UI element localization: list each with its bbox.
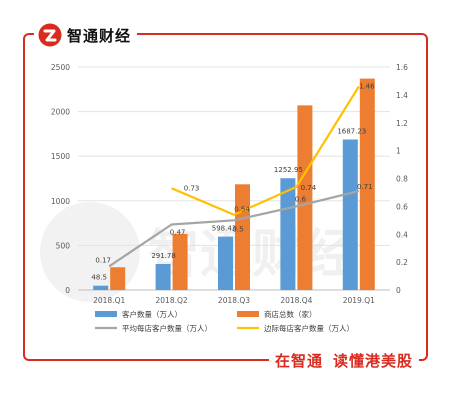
x-tick-label: 2018.Q2 bbox=[156, 296, 188, 305]
legend-label: 平均每店客户数量（万人） bbox=[122, 323, 212, 333]
marginal-line-label: 0.73 bbox=[184, 184, 200, 192]
outer-frame bbox=[23, 33, 428, 361]
bar-label: 598.43 bbox=[212, 225, 237, 233]
legend-label: 商店总数（家） bbox=[264, 309, 317, 319]
avg-line-label: 0.17 bbox=[95, 256, 111, 264]
line-marginal bbox=[171, 85, 360, 216]
zhitong-logo-icon bbox=[38, 23, 62, 47]
x-tick-label: 2018.Q1 bbox=[93, 296, 125, 305]
x-tick-label: 2019.Q1 bbox=[343, 296, 375, 305]
bar-label: 48.5 bbox=[91, 274, 107, 282]
y-right-tick-label: 0.2 bbox=[396, 258, 408, 267]
bar-stores bbox=[172, 233, 188, 290]
y-left-tick-label: 500 bbox=[56, 241, 71, 250]
bar-stores bbox=[235, 184, 250, 290]
avg-line-label: 0.71 bbox=[357, 183, 373, 191]
avg-line-label: 0.6 bbox=[295, 195, 307, 203]
brand-name: 智通财经 bbox=[67, 26, 132, 45]
y-right-tick-label: 0 bbox=[396, 286, 401, 295]
bar-label: 1252.95 bbox=[274, 166, 303, 174]
bar-customers bbox=[280, 178, 296, 290]
marginal-line-label: 1.46 bbox=[359, 83, 375, 91]
slogan-part-a: 在智通 bbox=[274, 352, 323, 370]
y-right-tick-label: 0.4 bbox=[396, 230, 408, 239]
legend-label: 客户数量（万人） bbox=[122, 309, 182, 319]
y-left-tick-label: 2500 bbox=[51, 63, 70, 72]
bars bbox=[93, 78, 375, 290]
lines bbox=[108, 85, 360, 268]
axes: 0 500 1000 1500 2000 2500 0 0.2 0.4 0.6 0.8 1 1.2 1.4… bbox=[51, 63, 408, 305]
bar-customers bbox=[93, 285, 109, 290]
x-tick-label: 2018.Q3 bbox=[218, 296, 250, 305]
legend: 客户数量（万人） 商店总数（家） 平均每店客户数量（万人） 边际每店客户数量（万人） bbox=[95, 309, 354, 333]
legend-swatch bbox=[95, 311, 117, 317]
x-tick-label: 2018.Q4 bbox=[280, 296, 312, 305]
bar-customers bbox=[342, 139, 358, 290]
y-right-tick-label: 1.4 bbox=[396, 91, 408, 100]
marginal-line-label: 0.54 bbox=[234, 206, 250, 214]
bar-customers bbox=[218, 236, 233, 290]
bar-stores bbox=[297, 105, 313, 290]
y-right-tick-label: 1.2 bbox=[396, 119, 408, 128]
legend-label: 边际每店客户数量（万人） bbox=[264, 323, 354, 333]
bar-label: 291.78 bbox=[151, 252, 176, 260]
footer-slogan: 在智通 读懂港美股 bbox=[268, 351, 419, 371]
legend-swatch bbox=[237, 311, 259, 317]
slogan-part-b: 读懂港美股 bbox=[332, 352, 413, 370]
y-right-tick-label: 1.6 bbox=[396, 63, 408, 72]
y-right-tick-label: 1 bbox=[396, 147, 401, 156]
avg-line-label: 0.47 bbox=[170, 228, 186, 236]
data-labels: 48.5 291.78 598.43 1252.95 1687.23 0.17 0.47 0.… bbox=[91, 83, 375, 282]
line-avg bbox=[108, 189, 360, 268]
bar-stores bbox=[110, 267, 126, 290]
y-left-tick-label: 0 bbox=[65, 286, 70, 295]
y-left-tick-label: 2000 bbox=[51, 108, 70, 117]
brand-header: 智通财经 bbox=[34, 22, 138, 48]
y-left-tick-label: 1500 bbox=[51, 152, 70, 161]
y-right-tick-label: 0.6 bbox=[396, 202, 408, 211]
bar-label: 1687.23 bbox=[337, 127, 366, 135]
marginal-line-label: 0.74 bbox=[301, 184, 317, 192]
y-right-tick-label: 0.8 bbox=[396, 175, 408, 184]
y-left-tick-label: 1000 bbox=[51, 197, 70, 206]
bar-customers bbox=[155, 263, 171, 290]
avg-line-label: 0.5 bbox=[232, 225, 243, 233]
bar-stores bbox=[359, 78, 375, 290]
